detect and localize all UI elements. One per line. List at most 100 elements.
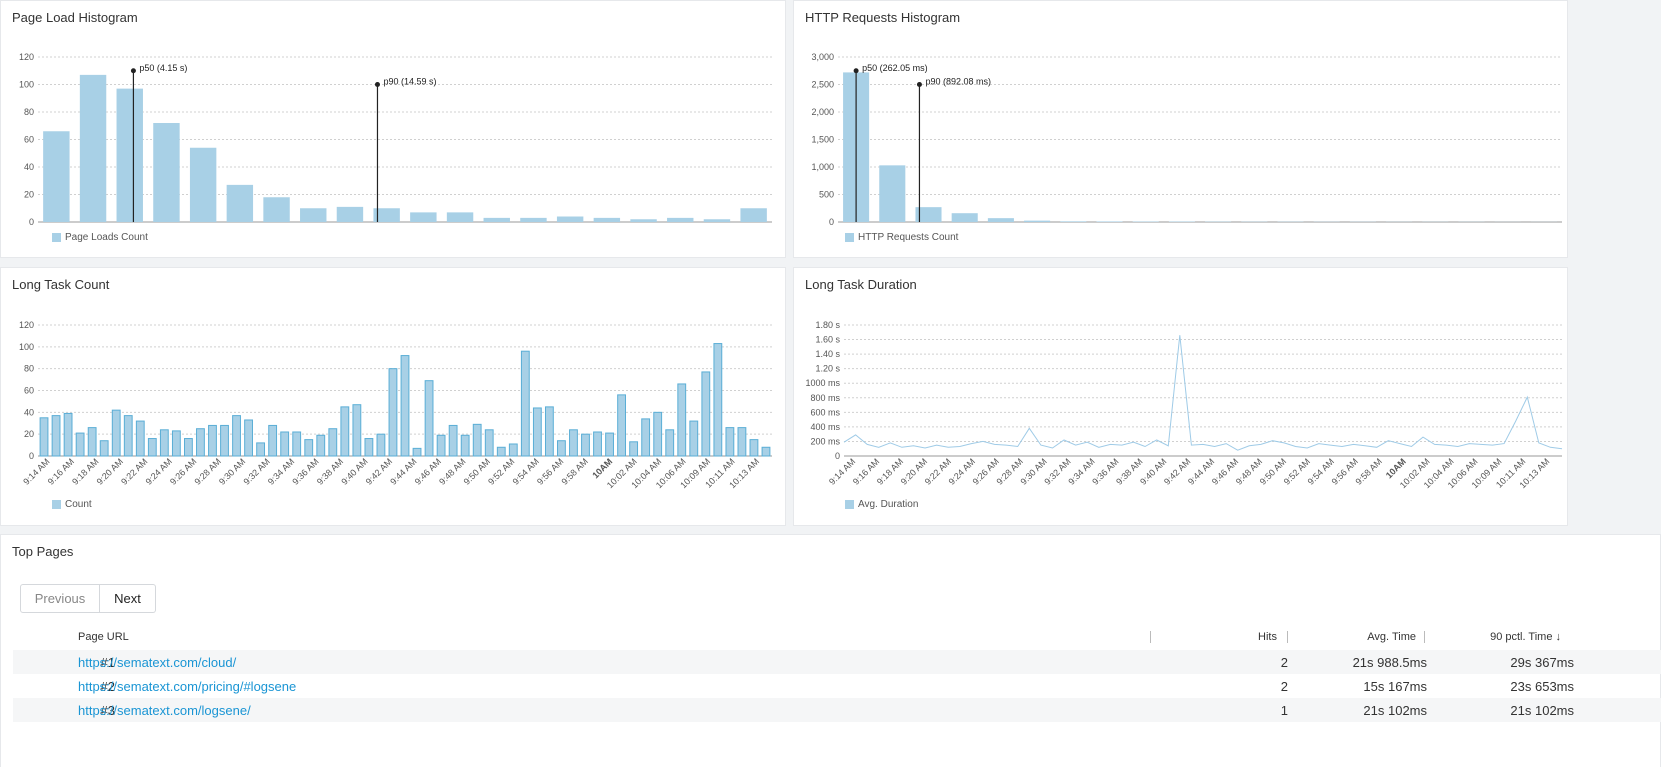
bar: [111, 409, 121, 457]
bar: [316, 434, 326, 457]
column-resizer[interactable]: [1287, 631, 1288, 643]
bar: [446, 212, 474, 222]
bar: [1060, 221, 1087, 222]
http-requests-panel: HTTP Requests Histogram 0 500 1,000 1,500 2,…: [793, 0, 1568, 258]
column-header-url[interactable]: Page URL: [78, 631, 129, 643]
panel-title: Long Task Duration: [805, 277, 917, 292]
panel-title: HTTP Requests Histogram: [805, 10, 961, 25]
long-task-count-panel: Long Task Count 0 20 40 60 80 100 120 9:14 AM 9:…: [0, 267, 786, 526]
bar: [364, 438, 374, 457]
bar: [376, 433, 386, 457]
bar: [424, 380, 434, 457]
y-tick-label: 0: [29, 451, 34, 461]
bar: [79, 74, 107, 222]
column-header-hits[interactable]: Hits: [1258, 631, 1277, 643]
page-url-link[interactable]: https://sematext.com/cloud/: [78, 655, 237, 670]
y-tick-label: 120: [19, 320, 34, 330]
bar: [135, 420, 145, 457]
legend-label: Page Loads Count: [65, 232, 148, 243]
column-header-avg-time[interactable]: Avg. Time: [1367, 631, 1416, 643]
hits-value: 1: [1280, 703, 1288, 718]
bar: [256, 442, 266, 457]
bar: [63, 412, 73, 457]
bar: [703, 219, 731, 222]
y-tick-label: 80: [24, 364, 34, 374]
bar: [51, 415, 61, 457]
bar: [460, 434, 470, 457]
bar: [749, 439, 759, 457]
long-task-duration-panel: Long Task Duration 0 200 ms 400 ms 600 ms 80…: [793, 267, 1568, 526]
y-tick-label: 100: [19, 80, 34, 90]
page-url-link[interactable]: https://sematext.com/logsene/: [78, 703, 251, 718]
bar: [43, 131, 70, 222]
y-tick-label: 20: [24, 190, 34, 200]
bar: [701, 371, 711, 457]
bar: [483, 217, 510, 222]
avg-time-value: 15s 167ms: [1363, 679, 1427, 694]
panel-title: Long Task Count: [12, 277, 110, 292]
chart-legend[interactable]: Avg. Duration: [845, 499, 918, 510]
x-tick-label: 9:58 AM: [559, 456, 589, 486]
bar: [196, 428, 205, 457]
top-pages-panel: Top Pages Previous Next Page URL Hits Av…: [0, 534, 1661, 767]
column-resizer[interactable]: [1150, 631, 1151, 643]
percentile-label: p90 (892.08 ms): [925, 77, 991, 87]
chart-legend[interactable]: Page Loads Count: [52, 232, 148, 243]
page-url-link[interactable]: https://sematext.com/pricing/#logsene: [78, 679, 297, 694]
row-index: #2: [100, 679, 115, 694]
previous-button[interactable]: Previous: [20, 584, 100, 613]
column-resizer[interactable]: [1424, 631, 1425, 643]
legend-swatch: [52, 500, 61, 509]
bar: [520, 350, 530, 457]
bar: [740, 208, 767, 222]
bar: [761, 446, 771, 457]
bar: [232, 415, 241, 457]
legend-swatch: [52, 233, 61, 242]
bar: [725, 427, 735, 457]
y-tick-label: 600 ms: [810, 407, 840, 417]
y-tick-label: 1000 ms: [805, 378, 840, 388]
bar: [268, 424, 278, 457]
bar: [737, 427, 747, 457]
bar: [617, 394, 627, 457]
bar: [208, 424, 217, 457]
bar: [484, 429, 494, 457]
y-tick-label: 1.40 s: [815, 349, 840, 359]
bar: [569, 429, 578, 457]
next-button[interactable]: Next: [100, 584, 156, 613]
bar: [153, 123, 180, 222]
y-tick-label: 200 ms: [810, 436, 840, 446]
bar: [593, 217, 621, 222]
p90-time-value: 29s 367ms: [1510, 655, 1574, 670]
bar: [544, 406, 554, 457]
y-tick-label: 500: [819, 190, 834, 200]
bar: [630, 219, 657, 222]
p90-time-value: 21s 102ms: [1510, 703, 1574, 718]
bar: [556, 216, 584, 222]
page-load-panel: Page Load Histogram 0 20 40 60 80 100 120 p50 (…: [0, 0, 786, 258]
bar: [340, 406, 350, 457]
avg-time-value: 21s 988.5ms: [1352, 655, 1427, 670]
bar: [116, 88, 143, 222]
bar: [304, 439, 314, 457]
percentile-label: p90 (14.59 s): [383, 77, 436, 87]
legend-swatch: [845, 500, 854, 509]
bar: [87, 427, 97, 457]
y-tick-label: 0: [835, 451, 840, 461]
bar: [593, 431, 602, 457]
chart-legend[interactable]: HTTP Requests Count: [845, 232, 958, 243]
chart-legend[interactable]: Count: [52, 499, 92, 510]
y-tick-label: 1.60 s: [815, 335, 840, 345]
percentile-marker-dot: [916, 82, 922, 87]
bar: [189, 147, 217, 222]
y-tick-label: 2,500: [811, 80, 834, 90]
y-tick-label: 400 ms: [810, 422, 840, 432]
bar: [472, 423, 482, 457]
bar: [244, 419, 253, 457]
page-load-chart: 0 20 40 60 80 100 120 p50 (4.15 s) p90 (14.59 s): [19, 52, 772, 227]
bar: [629, 441, 639, 457]
bar: [677, 383, 687, 457]
column-header-p90-time[interactable]: 90 pctl. Time ↓: [1490, 631, 1561, 643]
bar: [75, 432, 85, 457]
